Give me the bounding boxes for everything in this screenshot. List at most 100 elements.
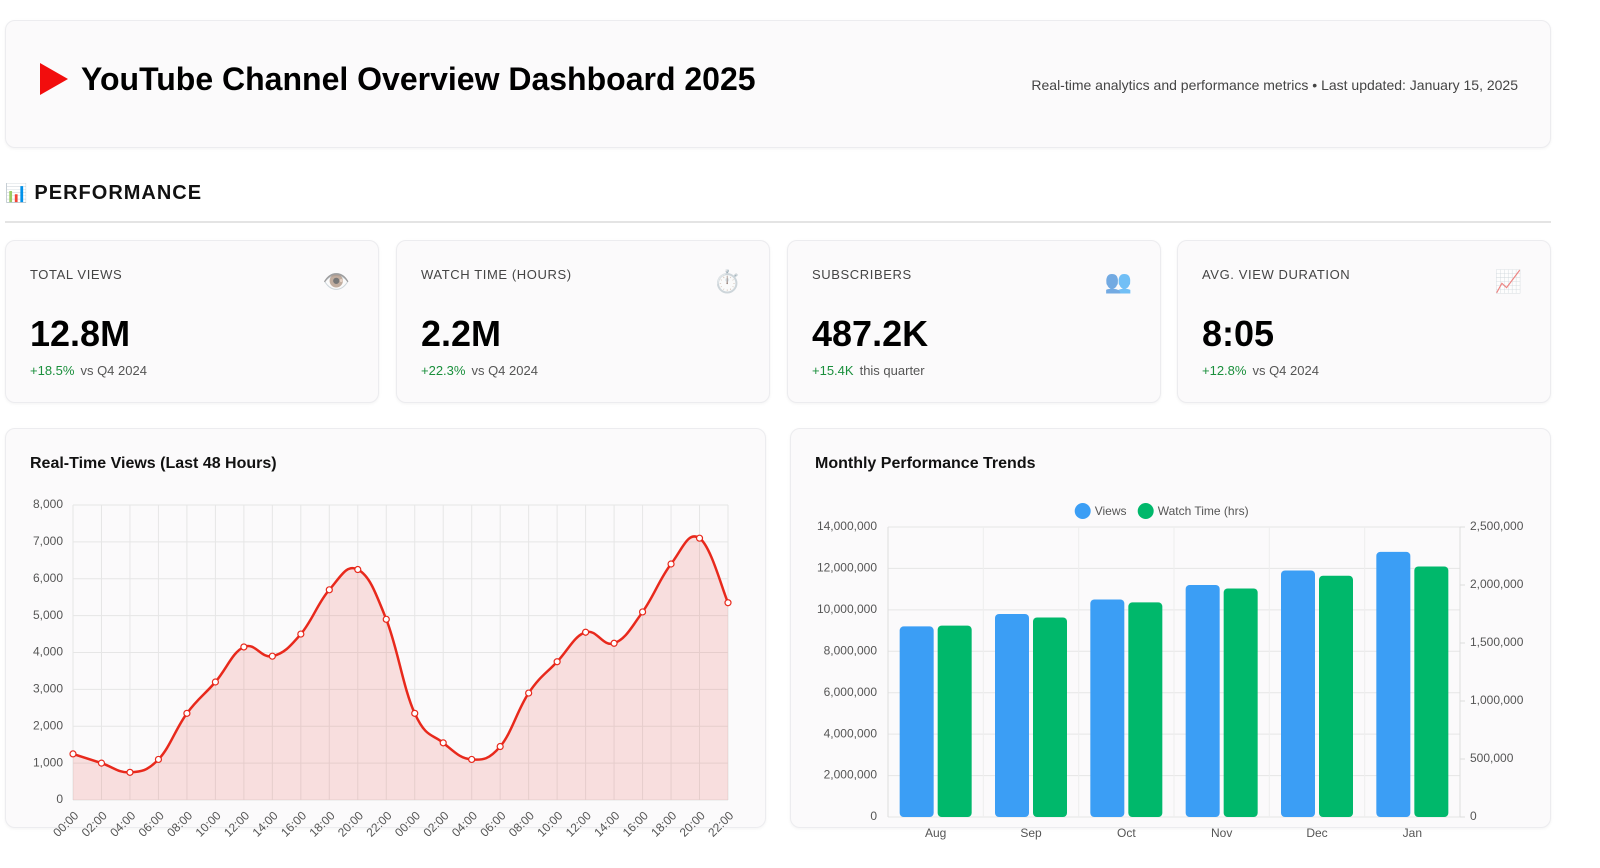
- line-point: [638, 608, 647, 616]
- x-tick-label: 14:00: [250, 808, 281, 839]
- line-point: [154, 755, 163, 764]
- x-tick-label: 10:00: [534, 808, 565, 839]
- bar: [1281, 570, 1315, 817]
- header-card: YouTube Channel Overview Dashboard 2025 …: [5, 20, 1551, 148]
- line-point: [126, 768, 134, 776]
- line-point: [97, 759, 106, 767]
- kpi-change: +15.4K: [812, 363, 854, 378]
- line-point: [496, 742, 504, 751]
- x-tick-label: Sep: [1020, 826, 1042, 840]
- line-point: [325, 586, 333, 594]
- kpi-label: SUBSCRIBERS: [812, 267, 912, 282]
- x-tick-label: 14:00: [591, 808, 622, 839]
- kpi-foot: +15.4K this quarter: [812, 363, 925, 378]
- legend-label: Watch Time (hrs): [1158, 504, 1249, 518]
- kpi-icon: 📈: [1494, 269, 1522, 294]
- kpi-change: +18.5%: [30, 363, 75, 378]
- y-tick-label: 2,000,000: [824, 768, 878, 782]
- y2-tick-label: 2,000,000: [1470, 577, 1524, 591]
- x-tick-label: 02:00: [420, 808, 451, 839]
- y2-tick-label: 1,000,000: [1470, 693, 1524, 707]
- x-tick-label: Jan: [1403, 826, 1422, 840]
- section-icon: 📊: [5, 183, 29, 203]
- x-tick-label: 12:00: [221, 808, 252, 839]
- bar: [1414, 566, 1449, 817]
- line-point: [268, 652, 276, 660]
- bar: [1090, 599, 1125, 817]
- kpi-foot: +18.5% vs Q4 2024: [30, 363, 147, 378]
- y-tick-label: 1,000: [33, 755, 63, 769]
- header-title: YouTube Channel Overview Dashboard 2025: [81, 61, 756, 97]
- line-point: [582, 628, 590, 636]
- kpi-value: 2.2M: [421, 313, 502, 354]
- line-point: [411, 709, 419, 717]
- kpi-value: 8:05: [1202, 313, 1275, 354]
- y-tick-label: 5,000: [33, 608, 63, 622]
- y-tick-label: 2,000: [33, 718, 63, 732]
- x-tick-label: 16:00: [278, 808, 309, 839]
- chart-title: Monthly Performance Trends: [815, 455, 1036, 472]
- y2-tick-label: 500,000: [1470, 751, 1514, 765]
- line-point: [240, 643, 248, 651]
- line-point: [667, 560, 675, 568]
- kpi-icon: ⏱️: [713, 269, 741, 294]
- header-subtitle: Real-time analytics and performance metr…: [1031, 77, 1518, 93]
- x-tick-label: 18:00: [648, 808, 679, 839]
- y-tick-label: 4,000,000: [824, 726, 878, 740]
- bar: [1185, 585, 1220, 817]
- kpi-foot: +12.8% vs Q4 2024: [1202, 363, 1319, 378]
- kpi-note: vs Q4 2024: [471, 363, 538, 378]
- bar: [1033, 617, 1067, 817]
- y-tick-label: 8,000,000: [824, 643, 878, 657]
- line-point: [553, 658, 561, 666]
- line-point: [354, 565, 362, 574]
- y-tick-label: 8,000: [33, 497, 63, 511]
- bar: [937, 625, 972, 817]
- y-tick-label: 6,000,000: [824, 685, 878, 699]
- bar: [1128, 602, 1163, 817]
- y-tick-label: 14,000,000: [817, 519, 877, 533]
- kpi-icon: 👥: [1104, 269, 1132, 294]
- bar: [995, 614, 1029, 817]
- y2-tick-label: 2,500,000: [1470, 519, 1524, 533]
- x-tick-label: 16:00: [620, 808, 651, 839]
- x-tick-label: 02:00: [79, 808, 110, 839]
- x-tick-label: 00:00: [50, 808, 81, 839]
- section-heading: 📊 PERFORMANCE: [5, 182, 202, 205]
- x-tick-label: 18:00: [307, 808, 338, 839]
- x-tick-label: Oct: [1117, 826, 1136, 840]
- kpi-label: AVG. VIEW DURATION: [1202, 267, 1351, 282]
- y-tick-label: 10,000,000: [817, 602, 877, 616]
- chart-title: Real-Time Views (Last 48 Hours): [30, 455, 277, 472]
- chart-card: Real-Time Views (Last 48 Hours): [5, 428, 766, 828]
- legend-swatch: [1137, 503, 1154, 519]
- kpi-value: 487.2K: [812, 313, 929, 354]
- bar: [1319, 575, 1353, 817]
- x-tick-label: Nov: [1211, 826, 1232, 840]
- kpi-change: +22.3%: [421, 363, 466, 378]
- line-point: [525, 689, 533, 697]
- line-point: [468, 755, 476, 764]
- legend-swatch: [1074, 503, 1091, 519]
- legend-label: Views: [1095, 504, 1127, 518]
- kpi-card: WATCH TIME (HOURS) ⏱️ 2.2M +22.3% vs Q4 2…: [396, 240, 770, 403]
- x-tick-label: Dec: [1306, 826, 1327, 840]
- x-tick-label: 06:00: [477, 808, 508, 839]
- line-point: [724, 599, 732, 607]
- kpi-note: vs Q4 2024: [1252, 363, 1319, 378]
- bar: [899, 626, 934, 817]
- x-tick-label: 22:00: [705, 808, 736, 839]
- header-icon: [40, 63, 68, 95]
- x-tick-label: 20:00: [335, 808, 366, 839]
- kpi-label: TOTAL VIEWS: [30, 267, 123, 282]
- line-point: [439, 739, 447, 747]
- kpi-foot: +22.3% vs Q4 2024: [421, 363, 538, 378]
- kpi-card: TOTAL VIEWS 👁️ 12.8M +18.5% vs Q4 2024: [5, 240, 379, 403]
- kpi-label: WATCH TIME (HOURS): [421, 267, 572, 282]
- x-tick-label: 22:00: [363, 808, 394, 839]
- y-tick-label: 12,000,000: [817, 561, 877, 575]
- x-tick-label: 20:00: [677, 808, 708, 839]
- y-tick-label: 6,000: [33, 571, 63, 585]
